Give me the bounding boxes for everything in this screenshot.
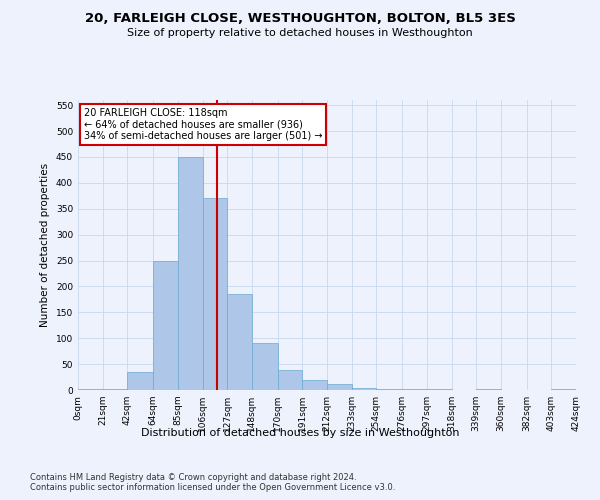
Text: 20, FARLEIGH CLOSE, WESTHOUGHTON, BOLTON, BL5 3ES: 20, FARLEIGH CLOSE, WESTHOUGHTON, BOLTON…: [85, 12, 515, 26]
Bar: [127, 372, 153, 390]
Bar: [376, 389, 402, 390]
Bar: [178, 157, 203, 390]
Text: Contains HM Land Registry data © Crown copyright and database right 2024.: Contains HM Land Registry data © Crown c…: [30, 472, 356, 482]
Text: Distribution of detached houses by size in Westhoughton: Distribution of detached houses by size …: [141, 428, 459, 438]
Y-axis label: Number of detached properties: Number of detached properties: [40, 163, 50, 327]
Bar: [78, 389, 103, 390]
Bar: [153, 260, 178, 390]
Text: Contains public sector information licensed under the Open Government Licence v3: Contains public sector information licen…: [30, 484, 395, 492]
Bar: [252, 344, 278, 390]
Bar: [278, 370, 302, 390]
Bar: [352, 388, 376, 390]
Bar: [302, 380, 327, 390]
Bar: [227, 294, 252, 390]
Text: Size of property relative to detached houses in Westhoughton: Size of property relative to detached ho…: [127, 28, 473, 38]
Bar: [103, 389, 127, 390]
Bar: [203, 198, 227, 390]
Bar: [327, 384, 352, 390]
Text: 20 FARLEIGH CLOSE: 118sqm
← 64% of detached houses are smaller (936)
34% of semi: 20 FARLEIGH CLOSE: 118sqm ← 64% of detac…: [84, 108, 322, 141]
